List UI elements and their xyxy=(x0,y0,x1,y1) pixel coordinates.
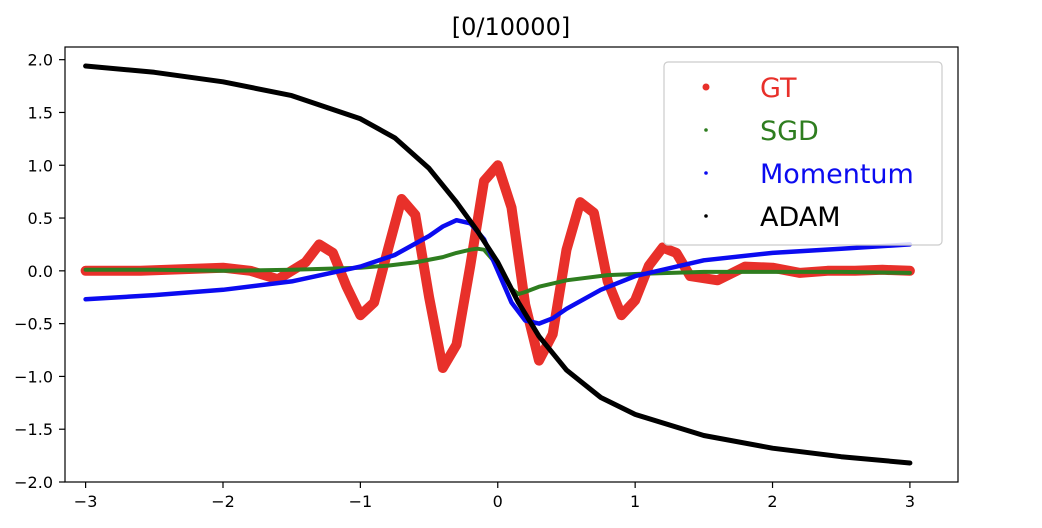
legend-label-momentum: Momentum xyxy=(760,159,914,190)
legend-marker-gt xyxy=(702,83,710,91)
legend-marker-adam xyxy=(704,214,708,218)
x-tick-label: 2 xyxy=(767,492,777,511)
x-tick-label: −3 xyxy=(74,492,98,511)
series-momentum-line xyxy=(83,217,913,326)
y-tick-label: −0.5 xyxy=(14,315,53,334)
legend-marker-momentum xyxy=(704,171,708,175)
legend: GT SGD Momentum ADAM xyxy=(663,61,943,246)
legend-label-adam: ADAM xyxy=(760,202,841,233)
series-adam-line xyxy=(83,63,913,466)
y-tick-label: 1.5 xyxy=(28,103,53,122)
y-tick-label: 1.0 xyxy=(28,156,53,175)
y-axis: −2.0 −1.5 −1.0 −0.5 0.0 0.5 1.0 1.5 2.0 xyxy=(14,51,65,492)
legend-label-gt: GT xyxy=(760,73,797,104)
x-axis: −3 −2 −1 0 1 2 3 xyxy=(74,482,915,511)
x-tick-label: −1 xyxy=(349,492,373,511)
y-tick-label: 0.0 xyxy=(28,262,53,281)
chart-title: [0/10000] xyxy=(452,13,570,41)
legend-box xyxy=(663,61,943,246)
y-tick-label: −1.0 xyxy=(14,367,53,386)
y-tick-label: −1.5 xyxy=(14,420,53,439)
legend-marker-sgd xyxy=(704,128,708,132)
x-tick-label: 0 xyxy=(493,492,503,511)
x-tick-label: 3 xyxy=(905,492,915,511)
y-tick-label: 0.5 xyxy=(28,209,53,228)
x-tick-label: 1 xyxy=(630,492,640,511)
series-gt-line xyxy=(80,160,915,373)
series-layer xyxy=(80,63,915,466)
legend-label-sgd: SGD xyxy=(760,116,819,147)
y-tick-label: 2.0 xyxy=(28,51,53,70)
axes-frame xyxy=(64,46,959,483)
x-tick-label: −2 xyxy=(211,492,235,511)
y-tick-label: −2.0 xyxy=(14,473,53,492)
